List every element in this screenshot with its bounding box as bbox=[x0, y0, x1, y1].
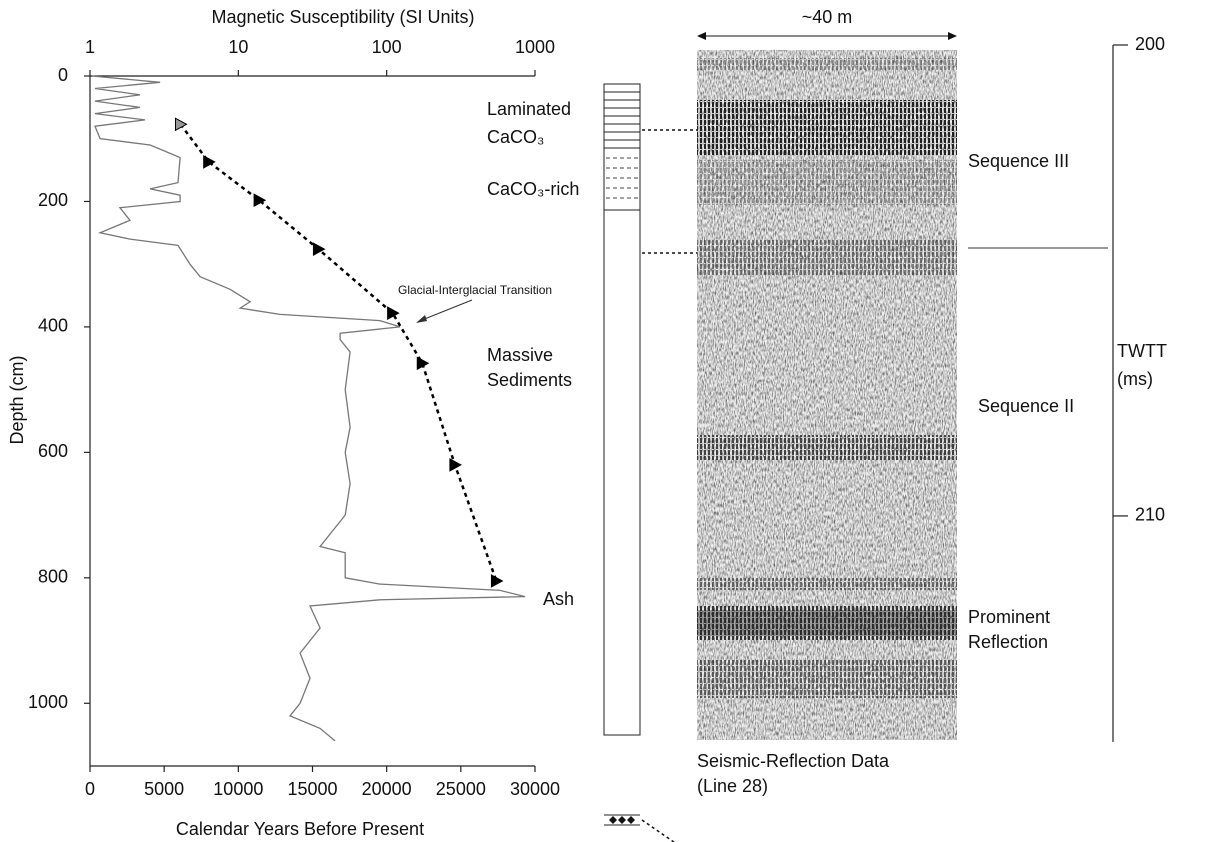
age-point bbox=[387, 306, 400, 320]
annotation: Sediments bbox=[487, 370, 572, 390]
top-tick-label: 10 bbox=[228, 37, 248, 57]
bottom-axis-title: Calendar Years Before Present bbox=[176, 819, 424, 839]
top-tick-label: 1 bbox=[85, 37, 95, 57]
age-point bbox=[490, 574, 504, 588]
age-point bbox=[203, 155, 216, 169]
seismic-width: ~40 m bbox=[802, 7, 853, 27]
x-tick-label: 20000 bbox=[362, 779, 412, 799]
twtt-tick-label: 200 bbox=[1135, 34, 1165, 54]
top-axis-title: Magnetic Susceptibility (SI Units) bbox=[211, 7, 474, 27]
y-tick-label: 600 bbox=[38, 441, 68, 461]
annotation: Glacial-Interglacial Transition bbox=[398, 283, 552, 297]
seismic-image bbox=[697, 50, 957, 740]
annotation: Laminated bbox=[487, 99, 571, 119]
connector-lines bbox=[641, 129, 697, 842]
strat-column bbox=[603, 83, 641, 826]
seismic-caption: (Line 28) bbox=[697, 776, 768, 796]
transition-arrow bbox=[416, 299, 473, 323]
top-tick-label: 100 bbox=[372, 37, 402, 57]
reflection-label: Reflection bbox=[968, 632, 1048, 652]
age-point bbox=[416, 356, 430, 371]
reflection-label: Prominent bbox=[968, 607, 1050, 627]
twtt-label: TWTT bbox=[1117, 341, 1167, 361]
age-point bbox=[174, 117, 188, 132]
sequence-label: Sequence II bbox=[978, 396, 1074, 416]
age-point bbox=[449, 458, 462, 472]
twtt-label: (ms) bbox=[1117, 369, 1153, 389]
seismic-caption: Seismic-Reflection Data bbox=[697, 751, 890, 771]
annotation: Ash bbox=[543, 589, 574, 609]
y-tick-label: 0 bbox=[58, 65, 68, 85]
y-tick-label: 1000 bbox=[28, 692, 68, 712]
y-tick-label: 400 bbox=[38, 316, 68, 336]
y-tick-label: 200 bbox=[38, 190, 68, 210]
twtt-tick-label: 210 bbox=[1135, 505, 1165, 525]
x-tick-label: 15000 bbox=[287, 779, 337, 799]
y-axis-title: Depth (cm) bbox=[7, 355, 27, 444]
sequence-label: Sequence III bbox=[968, 151, 1069, 171]
x-tick-label: 25000 bbox=[436, 779, 486, 799]
axis-frame bbox=[89, 75, 535, 767]
y-tick-label: 800 bbox=[38, 567, 68, 587]
annotation: CaCO₃-rich bbox=[487, 179, 579, 199]
x-tick-label: 10000 bbox=[213, 779, 263, 799]
width-arrow bbox=[697, 32, 957, 40]
top-tick-label: 1000 bbox=[515, 37, 555, 57]
age-point bbox=[253, 193, 267, 208]
x-tick-label: 30000 bbox=[510, 779, 560, 799]
age-point bbox=[312, 242, 326, 256]
age-model-line bbox=[179, 123, 498, 582]
susceptibility-line bbox=[91, 75, 526, 742]
x-tick-label: 5000 bbox=[144, 779, 184, 799]
annotation: CaCO₃ bbox=[487, 127, 544, 147]
annotation: Massive bbox=[487, 345, 553, 365]
x-tick-label: 0 bbox=[85, 779, 95, 799]
